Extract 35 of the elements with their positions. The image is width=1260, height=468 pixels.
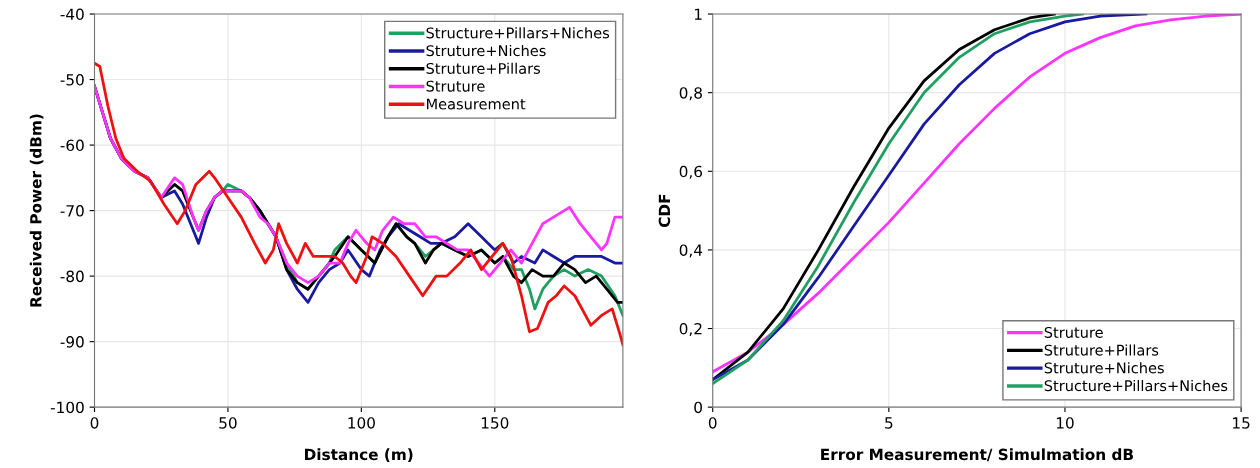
y-axis-title: Received Power (dBm) xyxy=(29,114,44,307)
x-tick-label: 150 xyxy=(481,417,509,429)
x-tick-label: 0 xyxy=(708,417,717,429)
x-tick-label: 0 xyxy=(90,417,99,429)
x-tick-label: 15 xyxy=(1233,417,1250,429)
x-axis-title: Distance (m) xyxy=(305,448,413,462)
line-series xyxy=(94,61,623,347)
legend-label: Struture+Niches xyxy=(426,44,546,57)
y-tick-label: -70 xyxy=(60,205,84,217)
legend-label: Struture+Pillars xyxy=(1044,344,1159,356)
y-tick-label: 0,4 xyxy=(679,244,703,258)
legend-label: Structure+Pillars+Niches xyxy=(426,27,610,39)
y-tick-label: 0,8 xyxy=(679,87,702,101)
y-tick-label: 0,6 xyxy=(679,165,703,179)
legend-label: Structure+Pillars+Niches xyxy=(1044,379,1228,392)
y-tick-label: -100 xyxy=(50,401,84,414)
y-tick-label: -90 xyxy=(60,336,84,348)
x-tick-label: 50 xyxy=(219,417,237,429)
legend-label: Measurement xyxy=(426,98,526,110)
legend-label: Struture+Niches xyxy=(1044,362,1164,374)
x-tick-label: 100 xyxy=(348,417,375,429)
x-tick-label: 10 xyxy=(1056,417,1074,429)
y-tick-label: 0 xyxy=(694,401,702,414)
y-tick-label: 0,2 xyxy=(679,323,702,337)
legend-label: Struture xyxy=(426,80,485,92)
y-tick-label: -60 xyxy=(60,139,84,152)
y-tick-label: -50 xyxy=(60,74,84,86)
legend-label: Struture xyxy=(1044,326,1103,338)
y-tick-label: -80 xyxy=(60,270,84,283)
y-tick-label: -40 xyxy=(60,8,84,21)
legend-label: Struture+Pillars xyxy=(426,62,541,74)
x-tick-label: 5 xyxy=(885,417,893,429)
y-axis-title: CDF xyxy=(658,194,671,227)
y-tick-label: 1 xyxy=(694,8,702,20)
x-axis-title: Error Measurement/ Simulmation dB xyxy=(821,448,1133,462)
